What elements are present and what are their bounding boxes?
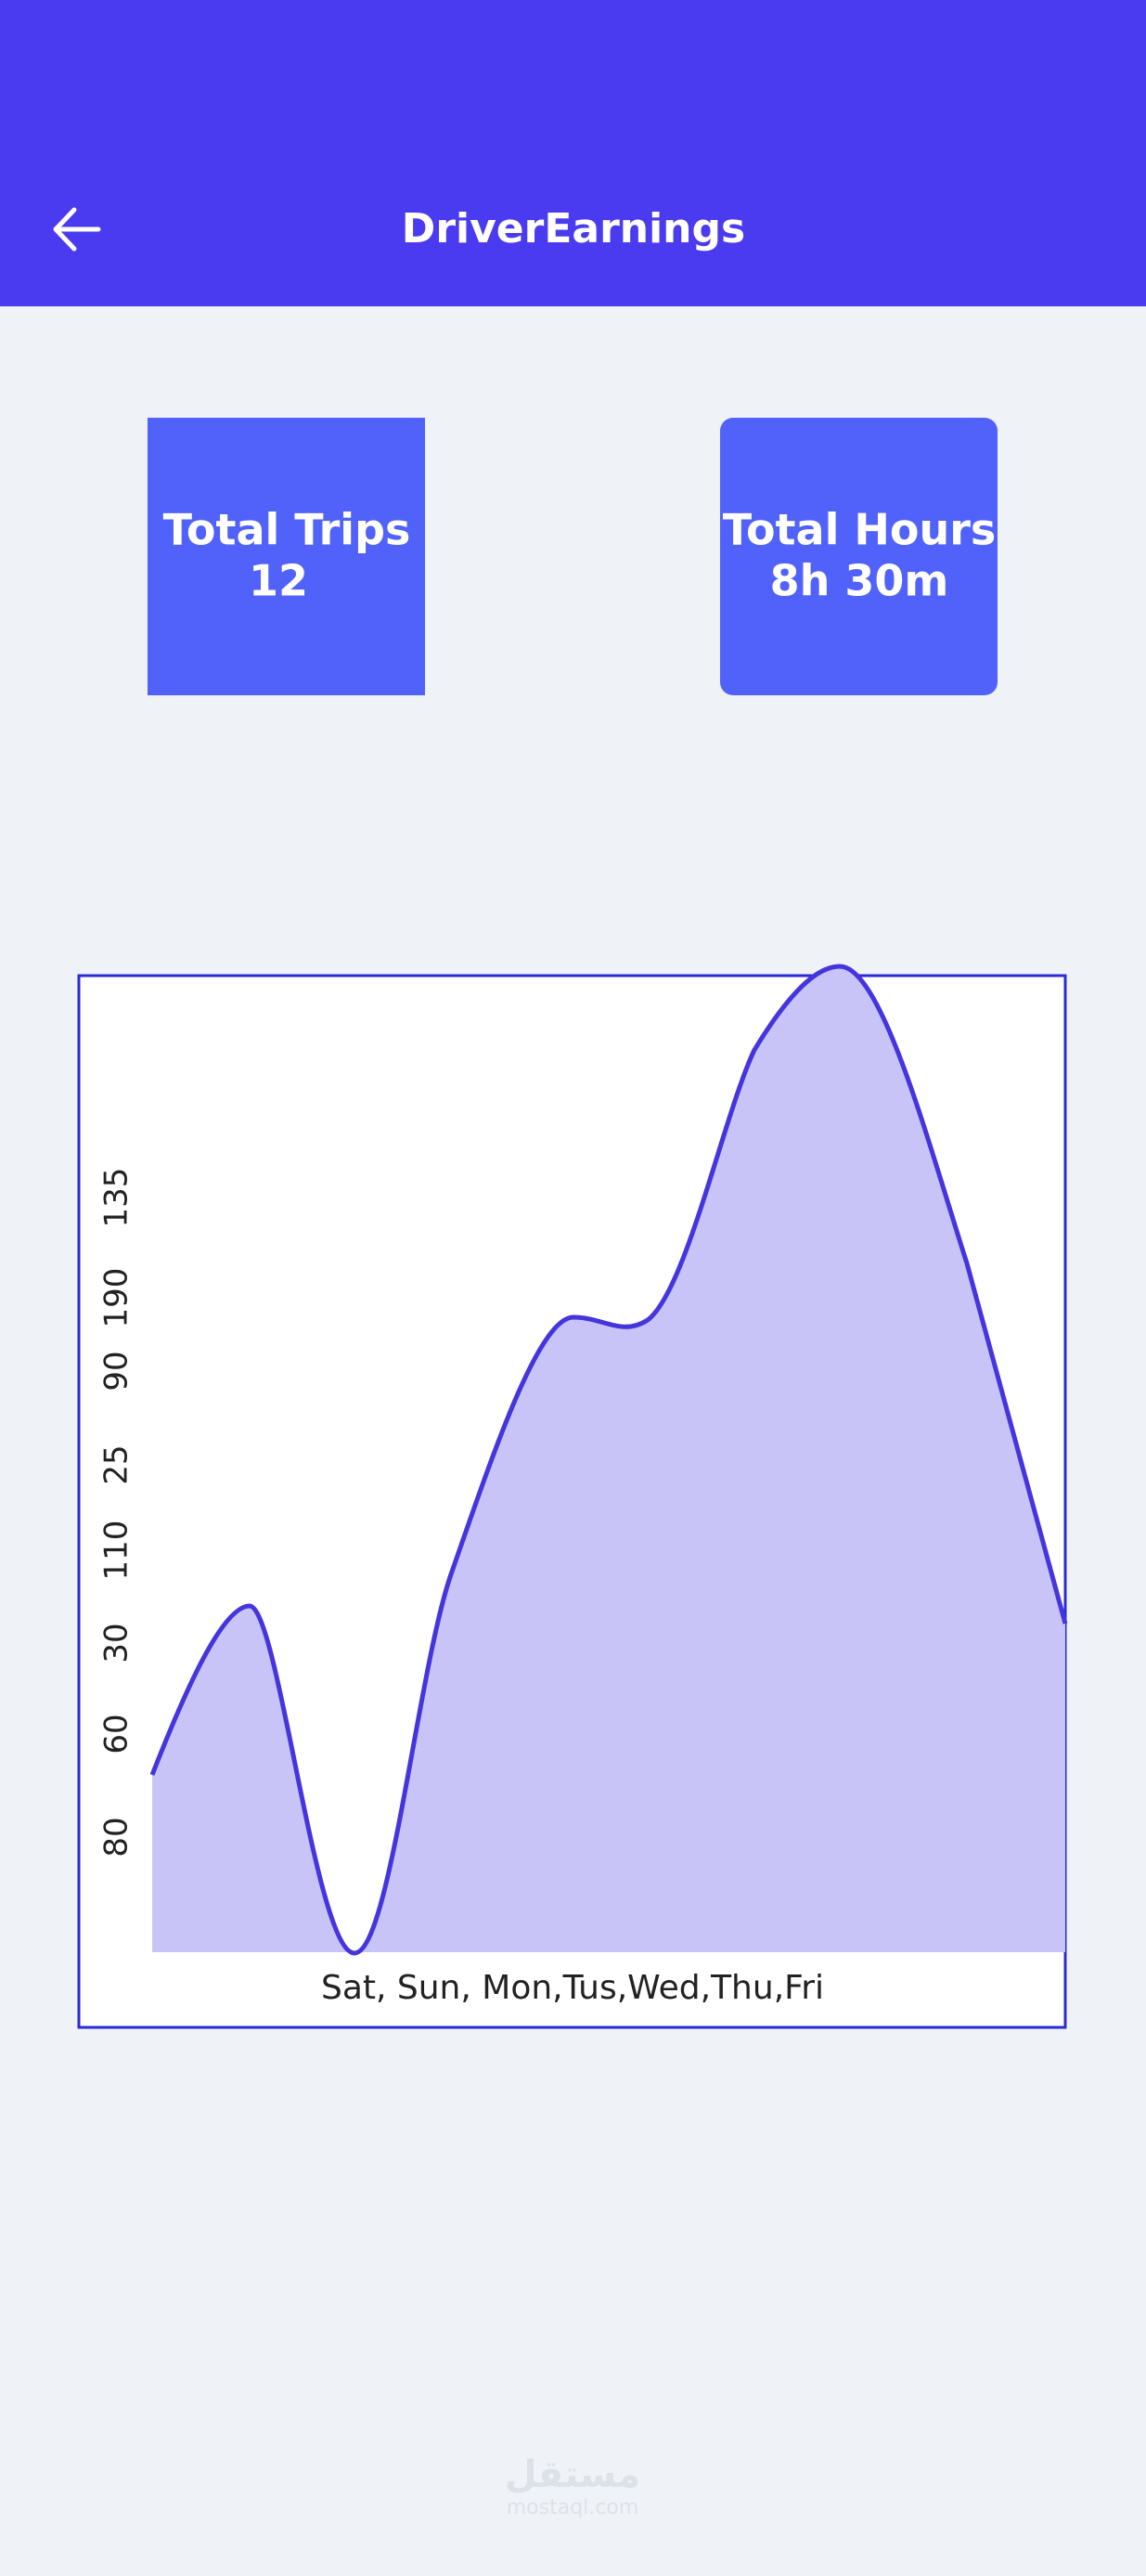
card-label: Total Trips: [163, 505, 411, 555]
app-bar: [0, 0, 1146, 306]
hours-card: [720, 418, 998, 695]
y-label: 80: [98, 1817, 135, 1857]
area-line: [149, 964, 1068, 1956]
y-label: 60: [98, 1714, 135, 1754]
card-value: 12: [249, 556, 308, 606]
y-label: 90: [98, 1351, 135, 1391]
y-labels: 80 60 30 110 25 90 190 135: [98, 1168, 135, 1858]
y-label: 135: [98, 1168, 135, 1228]
y-label: 25: [98, 1444, 135, 1484]
back-arrow[interactable]: [53, 207, 101, 252]
card-value: 8h 30m: [770, 556, 949, 606]
watermark-brand: مستقل: [505, 2453, 640, 2496]
y-label: 110: [98, 1521, 135, 1581]
trips-card: [148, 418, 425, 695]
y-label: 190: [98, 1268, 135, 1328]
y-label: 30: [98, 1623, 135, 1663]
area-fill: [152, 966, 1065, 1953]
x-label: Sat, Sun, Mon,Tus,Wed,Thu,Fri: [321, 1969, 824, 2007]
card-label: Total Hours: [723, 505, 997, 555]
app-title: DriverEarnings: [402, 205, 745, 252]
back-button[interactable]: [53, 207, 101, 252]
watermark-url: mostaql.com: [507, 2496, 639, 2519]
